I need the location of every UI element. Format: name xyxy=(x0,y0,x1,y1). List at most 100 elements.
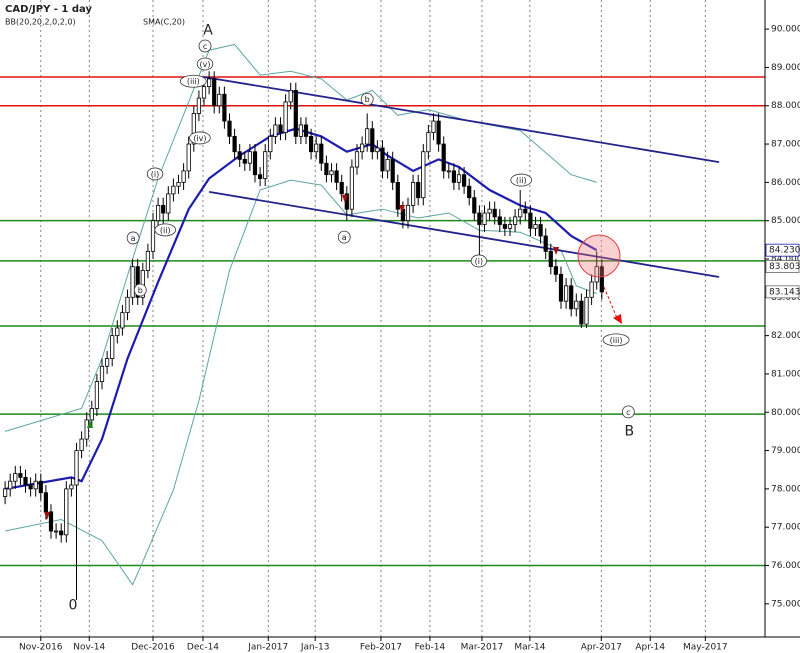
candle-body xyxy=(370,128,375,153)
y-tick-label: 81.000 xyxy=(771,369,800,379)
candle-body xyxy=(278,124,283,133)
price-label: 84.230 xyxy=(769,246,800,256)
wave-circle xyxy=(189,131,211,145)
candle-body xyxy=(201,86,207,99)
price-box xyxy=(765,243,800,257)
candle-body xyxy=(319,143,324,164)
candle-body xyxy=(115,327,120,337)
sell-arrow xyxy=(553,247,559,255)
candle-body xyxy=(217,93,222,107)
x-tick-label: Dec-2016 xyxy=(131,643,175,653)
wave-circle xyxy=(621,405,635,419)
candle-body xyxy=(176,181,181,187)
sell-arrow xyxy=(342,195,348,203)
candle-body xyxy=(252,151,258,176)
candle-body xyxy=(467,185,472,199)
candle-body xyxy=(359,143,365,153)
candle-body xyxy=(120,312,125,329)
price-label: 83.803 xyxy=(769,262,800,272)
candle-body xyxy=(8,480,13,490)
candle-body xyxy=(171,185,176,195)
wave-circle xyxy=(198,39,212,53)
price-box xyxy=(765,260,800,273)
candle-body xyxy=(548,250,553,268)
x-tick-label: Dec-14 xyxy=(187,643,219,653)
wave-label: c xyxy=(626,408,630,417)
wave-label: (iii) xyxy=(187,77,200,86)
wave-label: (ii) xyxy=(516,176,527,185)
wave-circle xyxy=(470,254,488,268)
wave-label: (i) xyxy=(475,257,483,266)
wave-label: 0 xyxy=(68,598,77,614)
candle-body xyxy=(553,266,559,275)
wave-circle xyxy=(179,74,207,88)
wave-label: b xyxy=(365,95,370,104)
candle-body xyxy=(513,216,518,225)
y-tick-label: 77.000 xyxy=(771,523,800,533)
candle-body xyxy=(206,78,212,87)
candle-body xyxy=(421,151,426,199)
candle-body xyxy=(268,135,273,153)
candle-body xyxy=(538,224,543,237)
wave-label: b xyxy=(138,286,143,295)
wave-circle xyxy=(196,57,214,71)
x-tick-label: Nov-14 xyxy=(73,643,105,653)
candle-body xyxy=(446,170,451,173)
axis-labels: 90.000 89.000 88.000 87.000 86.000 85.000 84.0… xyxy=(19,25,800,653)
wave-label: c xyxy=(203,42,207,51)
candle-body xyxy=(3,488,8,497)
wave-label: A xyxy=(203,22,213,38)
candle-body xyxy=(589,281,594,298)
y-tick-label: 87.000 xyxy=(771,140,800,150)
candle-body xyxy=(303,124,309,137)
y-tick-label: 79.000 xyxy=(771,446,800,456)
y-tick-label: 86.000 xyxy=(771,178,800,188)
candle-body xyxy=(74,450,79,486)
candle-body xyxy=(48,511,54,532)
price-box xyxy=(765,285,800,299)
candle-body xyxy=(18,473,23,478)
candle-body xyxy=(461,174,467,187)
candle-body xyxy=(23,476,28,486)
x-tick-label: Jan-2017 xyxy=(247,643,288,653)
candle-body xyxy=(145,250,150,271)
candle-body xyxy=(482,212,487,225)
y-tick-label: 85.000 xyxy=(771,216,800,226)
candle-body xyxy=(564,285,569,302)
x-tick-label: Feb-14 xyxy=(415,643,446,653)
wave-label: a xyxy=(131,234,136,243)
candle-body xyxy=(354,151,360,168)
candle-body xyxy=(324,162,329,176)
candle-body xyxy=(410,181,416,206)
candle-body xyxy=(232,135,237,153)
x-tick-label: Apr-14 xyxy=(635,643,665,653)
candle-body xyxy=(395,181,400,210)
x-tick-label: Jan-13 xyxy=(300,643,330,653)
candle-body xyxy=(385,158,390,172)
candle-body xyxy=(456,174,462,183)
x-tick-label: Mar-2017 xyxy=(461,643,504,653)
candle-body xyxy=(105,358,110,367)
candle-body xyxy=(349,166,355,210)
candle-body xyxy=(436,120,441,145)
candle-body xyxy=(584,296,589,325)
y-tick-label: 75.000 xyxy=(771,599,800,609)
y-tick-label: 78.000 xyxy=(771,484,800,494)
candle-body xyxy=(472,197,477,214)
arrow-head xyxy=(613,314,622,324)
wave-circle xyxy=(126,231,140,245)
candle-body xyxy=(329,170,334,176)
candle-body xyxy=(502,224,508,229)
candle-body xyxy=(451,170,457,183)
candle-body xyxy=(390,158,395,183)
candle-body xyxy=(59,530,64,536)
buy-arrow xyxy=(87,420,93,428)
candle-body xyxy=(558,273,564,302)
candle-body xyxy=(518,208,523,218)
candle-body xyxy=(227,120,232,137)
wave-circle xyxy=(602,333,630,347)
candle-body xyxy=(375,147,380,153)
candle-body xyxy=(242,158,247,164)
chart-title: CAD/JPY - 1 day xyxy=(5,4,92,15)
candles xyxy=(3,71,604,600)
